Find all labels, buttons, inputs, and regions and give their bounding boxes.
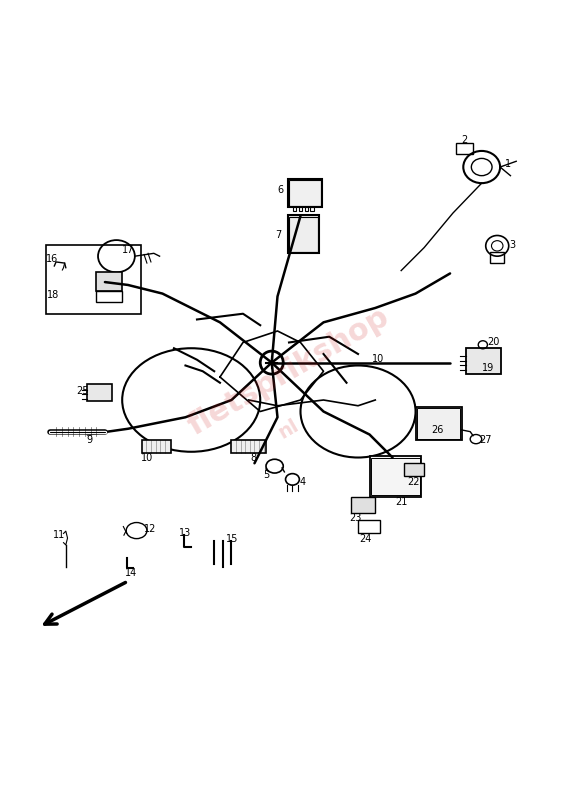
Bar [490, 251, 504, 263]
Text: nl: nl [275, 415, 303, 442]
Text: 10: 10 [140, 453, 153, 462]
Bar [289, 180, 321, 206]
Bar [299, 206, 302, 211]
Text: 15: 15 [226, 534, 238, 544]
Text: 27: 27 [479, 435, 491, 446]
Text: 20: 20 [487, 338, 500, 347]
Text: 4: 4 [299, 477, 306, 486]
Bar [142, 440, 171, 453]
Bar [289, 217, 318, 251]
Text: 25: 25 [76, 386, 88, 396]
Text: fietsprikshop: fietsprikshop [183, 302, 395, 441]
Text: 19: 19 [481, 363, 494, 374]
Text: 16: 16 [46, 254, 58, 264]
Text: 1: 1 [505, 159, 511, 169]
Bar [97, 290, 122, 302]
Bar [46, 245, 141, 314]
Text: 5: 5 [263, 470, 269, 480]
Text: 8: 8 [250, 453, 256, 462]
Bar [288, 179, 323, 206]
Text: 22: 22 [407, 477, 420, 486]
Bar [231, 440, 266, 453]
Bar [293, 206, 297, 211]
Bar [404, 463, 424, 476]
Text: 23: 23 [349, 513, 362, 523]
Text: 17: 17 [122, 246, 135, 255]
Bar [87, 384, 112, 401]
Text: 26: 26 [432, 425, 444, 435]
Bar [456, 143, 473, 154]
Bar [417, 408, 461, 439]
Text: 12: 12 [144, 525, 157, 534]
Bar [369, 456, 421, 497]
Text: 13: 13 [179, 529, 191, 538]
Text: 7: 7 [275, 230, 281, 241]
Bar [310, 206, 314, 211]
Text: 11: 11 [53, 530, 65, 540]
Bar [305, 206, 308, 211]
Text: 18: 18 [47, 290, 60, 300]
Text: 24: 24 [359, 534, 372, 544]
Text: 2: 2 [462, 135, 468, 145]
Bar [466, 348, 501, 374]
Bar [370, 458, 420, 495]
Text: 6: 6 [277, 185, 284, 195]
Bar [351, 497, 375, 513]
Bar [358, 520, 380, 534]
Bar [416, 407, 462, 440]
Text: 3: 3 [509, 240, 516, 250]
Bar [97, 272, 122, 290]
Text: 14: 14 [125, 567, 138, 578]
Text: 10: 10 [372, 354, 384, 363]
Text: 21: 21 [395, 498, 408, 507]
Bar [288, 215, 320, 253]
Text: 9: 9 [87, 435, 92, 446]
